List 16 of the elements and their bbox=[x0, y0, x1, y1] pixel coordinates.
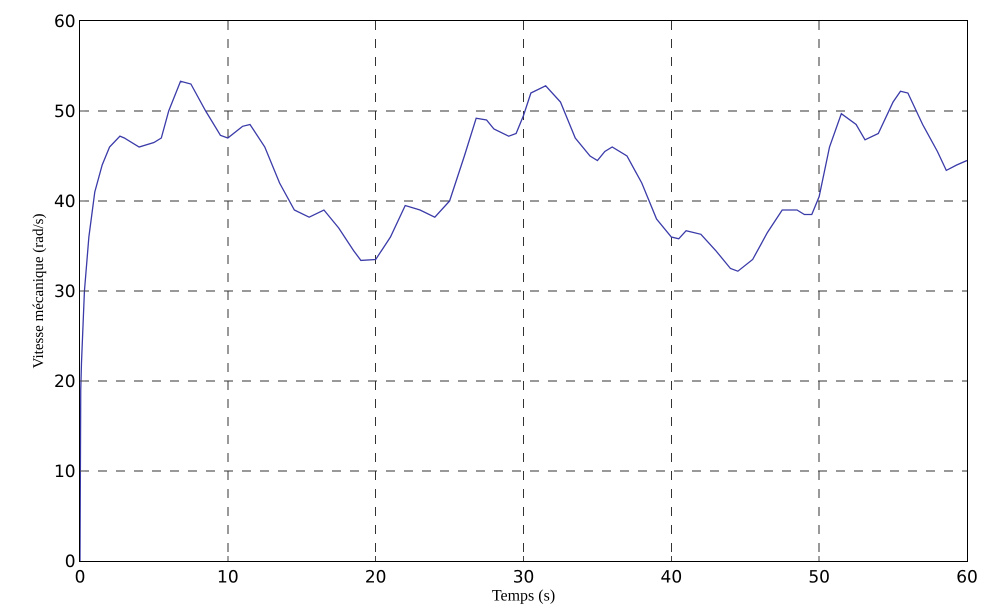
y-tick-label: 40 bbox=[54, 192, 76, 212]
x-tick-label: 10 bbox=[217, 567, 239, 588]
x-axis-title: Temps (s) bbox=[492, 587, 556, 604]
x-tick-label: 30 bbox=[512, 567, 534, 588]
y-axis-title: Vitesse mécanique (rad/s) bbox=[31, 214, 48, 368]
y-tick-label: 0 bbox=[64, 552, 76, 572]
y-tick-label: 20 bbox=[54, 372, 76, 392]
y-tick-label: 10 bbox=[54, 462, 76, 482]
x-tick-label: 20 bbox=[364, 567, 386, 588]
x-tick-label: 40 bbox=[660, 567, 682, 588]
y-tick-label: 60 bbox=[54, 12, 76, 32]
x-tick-label: 50 bbox=[808, 567, 830, 588]
y-tick-label: 30 bbox=[54, 282, 76, 302]
line-series bbox=[80, 80, 967, 561]
x-tick-label: 60 bbox=[956, 567, 978, 588]
y-tick-label: 50 bbox=[54, 102, 76, 122]
